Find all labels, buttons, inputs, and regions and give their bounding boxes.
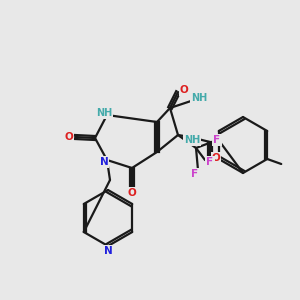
Text: F: F — [213, 135, 220, 145]
Text: O: O — [180, 85, 188, 95]
Text: NH: NH — [96, 108, 112, 118]
Text: NH: NH — [191, 93, 207, 103]
Text: O: O — [128, 188, 136, 198]
Text: NH: NH — [184, 135, 200, 145]
Text: O: O — [64, 132, 74, 142]
Text: N: N — [100, 157, 108, 167]
Text: F: F — [191, 169, 199, 179]
Text: F: F — [206, 157, 214, 167]
Text: N: N — [103, 246, 112, 256]
Text: O: O — [212, 153, 220, 163]
